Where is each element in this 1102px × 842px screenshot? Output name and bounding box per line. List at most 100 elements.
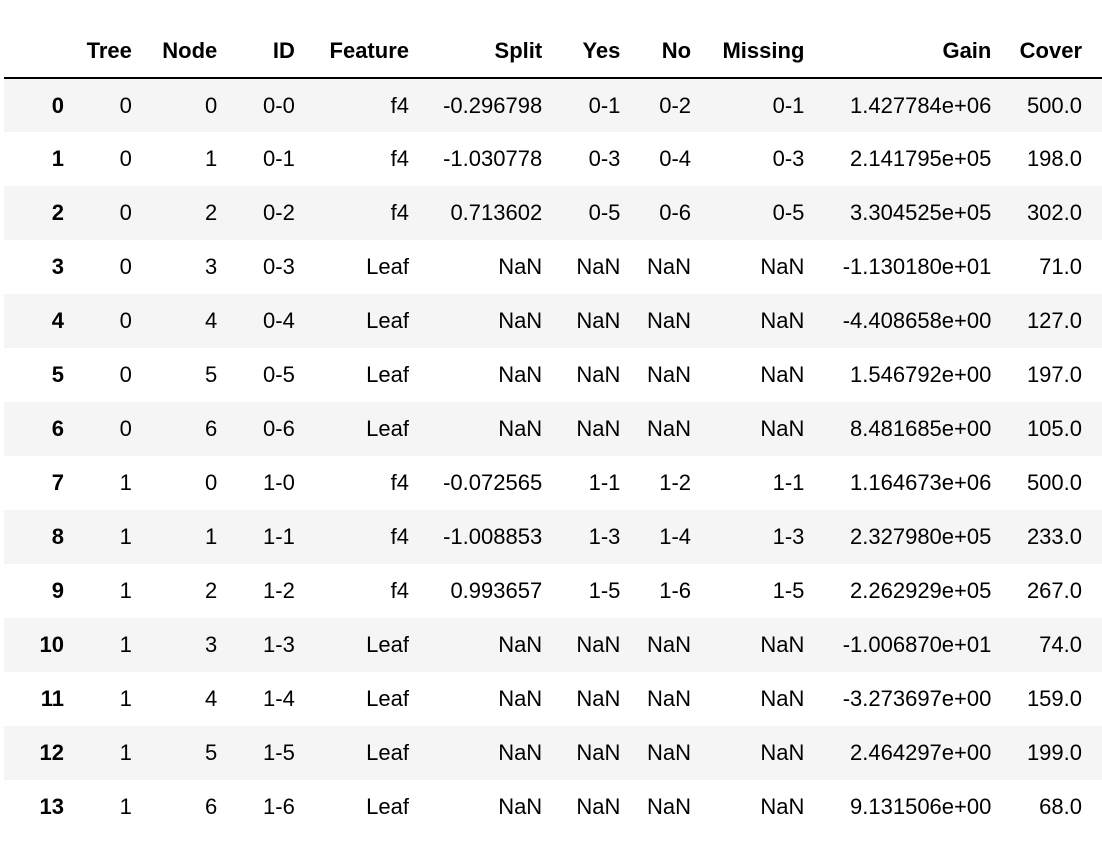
cell-gain: -4.408658e+00 [842, 308, 992, 333]
column-header-gain: Gain [824, 25, 1012, 79]
cell-feature: Leaf [366, 686, 409, 711]
column-header-missing: Missing [711, 25, 825, 79]
cell-tree: 1 [119, 470, 132, 495]
cell-yes: NaN [576, 686, 621, 711]
cell-id: 0-0 [263, 92, 295, 118]
cell-feature: Leaf [366, 362, 409, 387]
column-header-cover: Cover [1011, 25, 1102, 79]
table-row: 9 1 2 1-2 f4 0.993657 1-5 1-6 1-5 2.262929e+05 267… [4, 564, 1102, 618]
index-header [4, 25, 85, 79]
cell-tree: 0 [119, 362, 132, 387]
dataframe-table: Tree Node ID Feature Split Yes No Missin… [4, 25, 1102, 834]
cell-no: NaN [647, 308, 692, 333]
table-row: 2 0 2 0-2 f4 0.713602 0-5 0-6 0-5 3.304525e+05 302… [4, 186, 1102, 240]
cell-yes: NaN [576, 740, 621, 765]
cell-tree: 0 [119, 146, 132, 171]
cell-gain: 1.427784e+06 [850, 92, 992, 118]
cell-cover: 68.0 [1039, 794, 1082, 819]
row-index: 8 [51, 524, 65, 549]
table-row: 12 1 5 1-5 Leaf NaN NaN NaN NaN 2.464297e+00 199.0 [4, 726, 1102, 780]
cell-missing: 0-1 [772, 92, 805, 118]
cell-yes: NaN [576, 362, 621, 387]
cell-id: 0-3 [263, 254, 295, 279]
cell-tree: 1 [119, 794, 132, 819]
cell-node: 5 [205, 362, 218, 387]
table-row: 3 0 3 0-3 Leaf NaN NaN NaN NaN -1.130180e+01 71.0 [4, 240, 1102, 294]
cell-cover: 267.0 [1026, 578, 1082, 603]
row-index: 5 [51, 362, 65, 387]
table-row: 7 1 0 1-0 f4 -0.072565 1-1 1-2 1-1 1.164673e+06 50… [4, 456, 1102, 510]
row-index: 0 [51, 92, 65, 118]
cell-yes: 1-1 [588, 470, 621, 495]
cell-yes: NaN [576, 632, 621, 657]
cell-cover: 127.0 [1026, 308, 1082, 333]
header-row: Tree Node ID Feature Split Yes No Missin… [4, 25, 1102, 79]
row-index: 11 [40, 686, 65, 711]
cell-no: 0-2 [659, 92, 692, 118]
cell-missing: 1-1 [772, 470, 805, 495]
cell-cover: 197.0 [1026, 362, 1082, 387]
row-index: 3 [51, 254, 65, 279]
cell-id: 1-3 [263, 632, 295, 657]
cell-node: 4 [205, 308, 218, 333]
cell-yes: 0-3 [588, 146, 621, 171]
cell-split: 0.993657 [450, 578, 543, 603]
cell-missing: 0-3 [772, 146, 805, 171]
cell-gain: 2.327980e+05 [850, 524, 992, 549]
cell-feature: f4 [390, 146, 409, 171]
column-header-yes: Yes [562, 25, 641, 79]
cell-missing: NaN [760, 740, 805, 765]
cell-no: 0-4 [659, 146, 692, 171]
cell-tree: 1 [119, 578, 132, 603]
row-index: 2 [51, 200, 65, 225]
cell-cover: 233.0 [1026, 524, 1082, 549]
cell-no: 1-2 [659, 470, 692, 495]
cell-missing: 0-5 [772, 200, 805, 225]
cell-yes: 0-1 [588, 92, 621, 118]
cell-gain: 2.464297e+00 [850, 740, 992, 765]
cell-no: 0-6 [659, 200, 692, 225]
cell-feature: Leaf [366, 308, 409, 333]
cell-yes: 1-3 [588, 524, 621, 549]
cell-node: 0 [205, 92, 218, 118]
cell-id: 0-2 [263, 200, 295, 225]
row-index: 1 [51, 146, 65, 171]
cell-tree: 0 [119, 254, 132, 279]
cell-no: NaN [647, 794, 692, 819]
cell-feature: Leaf [366, 794, 409, 819]
cell-split: NaN [498, 362, 543, 387]
cell-cover: 198.0 [1026, 146, 1082, 171]
cell-node: 3 [205, 254, 218, 279]
cell-yes: 0-5 [588, 200, 621, 225]
cell-split: -0.296798 [443, 92, 543, 118]
cell-tree: 1 [119, 686, 132, 711]
cell-no: NaN [647, 632, 692, 657]
cell-gain: 2.262929e+05 [850, 578, 992, 603]
cell-id: 0-4 [263, 308, 295, 333]
cell-tree: 1 [119, 524, 132, 549]
cell-cover: 302.0 [1026, 200, 1082, 225]
cell-yes: NaN [576, 254, 621, 279]
cell-id: 1-5 [263, 740, 295, 765]
cell-split: -1.030778 [443, 146, 543, 171]
cell-feature: Leaf [366, 416, 409, 441]
cell-cover: 500.0 [1026, 470, 1082, 495]
cell-cover: 105.0 [1026, 416, 1082, 441]
cell-feature: f4 [390, 524, 409, 549]
cell-gain: 1.164673e+06 [850, 470, 992, 495]
cell-yes: NaN [576, 308, 621, 333]
row-index: 6 [51, 416, 65, 441]
cell-node: 5 [205, 740, 218, 765]
table-row: 0 0 0 0-0 f4 -0.296798 0-1 0-2 0-1 1.427784e+06 50… [4, 78, 1102, 132]
cell-no: NaN [647, 740, 692, 765]
cell-node: 1 [205, 146, 218, 171]
cell-tree: 0 [119, 200, 132, 225]
column-header-feature: Feature [314, 25, 429, 79]
cell-node: 2 [205, 578, 218, 603]
cell-split: -1.008853 [443, 524, 543, 549]
row-index: 13 [39, 794, 65, 819]
table-row: 11 1 4 1-4 Leaf NaN NaN NaN NaN -3.273697e+00 159.… [4, 672, 1102, 726]
cell-missing: NaN [760, 794, 805, 819]
cell-cover: 159.0 [1026, 686, 1082, 711]
